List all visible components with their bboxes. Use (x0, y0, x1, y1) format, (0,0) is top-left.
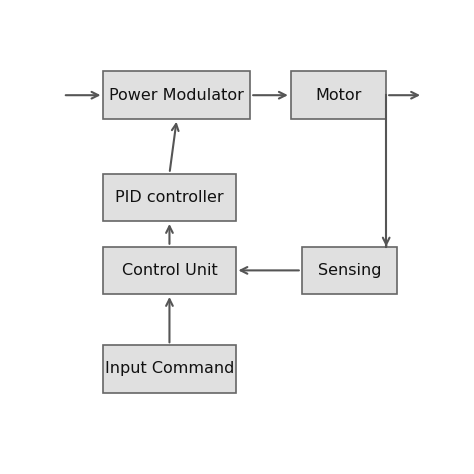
Text: Motor: Motor (315, 88, 362, 103)
Text: Power Modulator: Power Modulator (109, 88, 244, 103)
Text: Sensing: Sensing (318, 263, 381, 278)
Text: Control Unit: Control Unit (121, 263, 218, 278)
FancyBboxPatch shape (103, 246, 236, 294)
FancyBboxPatch shape (103, 72, 250, 119)
Text: Input Command: Input Command (105, 362, 234, 376)
FancyBboxPatch shape (291, 72, 386, 119)
FancyBboxPatch shape (103, 173, 236, 221)
FancyBboxPatch shape (103, 345, 236, 392)
Text: PID controller: PID controller (115, 190, 224, 205)
FancyBboxPatch shape (301, 246, 397, 294)
